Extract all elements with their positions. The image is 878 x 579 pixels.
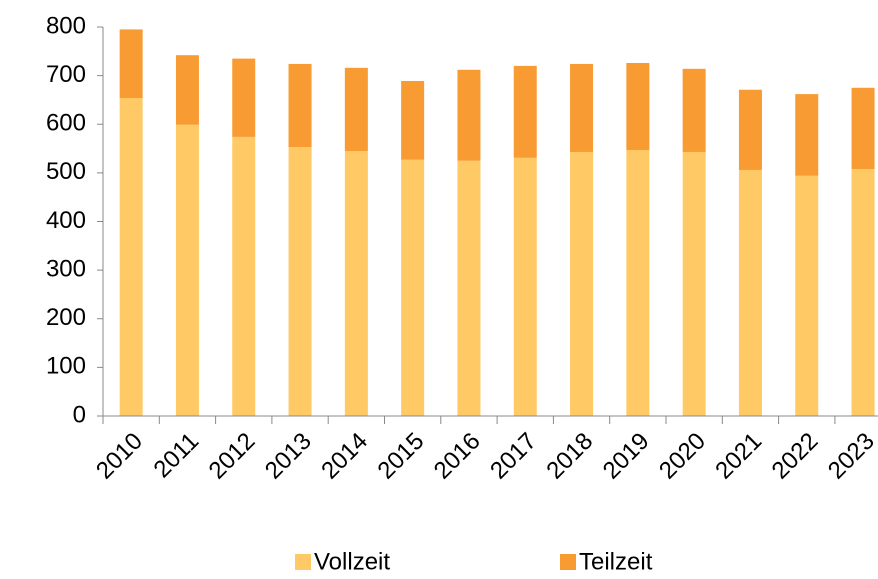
x-tick-label: 2016 [429, 428, 486, 485]
y-tick-label: 400 [46, 207, 86, 234]
x-tick-label: 2012 [204, 428, 261, 485]
x-tick-label: 2023 [823, 428, 878, 485]
x-tick-label: 2010 [91, 428, 148, 485]
x-tick-label: 2011 [149, 428, 205, 484]
bar-segment [457, 160, 481, 416]
bar-segment [344, 67, 368, 151]
y-tick-label: 600 [46, 110, 86, 137]
y-tick-label: 500 [46, 158, 86, 185]
bar-segment [344, 150, 368, 416]
bar-segment [175, 55, 199, 125]
bar-segment [401, 80, 425, 160]
bar-segment [738, 89, 762, 170]
bar-segment [570, 63, 594, 152]
x-tick-label: 2021 [710, 428, 767, 485]
legend-swatch [295, 554, 311, 570]
x-tick-label: 2019 [598, 428, 655, 485]
bar-segment [626, 150, 650, 417]
bar-segment [738, 169, 762, 416]
x-tick-label: 2015 [373, 428, 430, 485]
bar-segment [232, 58, 256, 137]
bar-segment [513, 65, 537, 158]
bar-segment [795, 94, 819, 176]
y-tick-label: 100 [46, 353, 86, 380]
bar-segment [119, 29, 143, 98]
legend-swatch [560, 554, 576, 570]
bar-segment [175, 124, 199, 416]
x-tick-label: 2017 [485, 428, 542, 485]
y-tick-label: 800 [46, 12, 86, 39]
legend-label: Vollzeit [314, 548, 390, 575]
legend-label: Teilzeit [579, 548, 653, 575]
x-tick-label: 2014 [316, 428, 373, 485]
x-tick-label: 2020 [654, 428, 711, 485]
bar-segment [570, 151, 594, 416]
y-tick-label: 300 [46, 255, 86, 282]
x-tick-label: 2022 [767, 428, 824, 485]
x-tick-label: 2013 [260, 428, 317, 485]
bar-segment [401, 159, 425, 416]
bar-segment [682, 68, 706, 152]
bar-segment [851, 87, 875, 169]
y-tick-label: 700 [46, 61, 86, 88]
y-tick-label: 200 [46, 304, 86, 331]
bar-segment [288, 147, 312, 416]
bar-segment [795, 175, 819, 416]
bar-segment [513, 157, 537, 416]
bar-segment [457, 69, 481, 161]
bar-segment [232, 136, 256, 416]
y-tick-label: 0 [73, 401, 86, 428]
bar-segment [119, 97, 143, 417]
bar-segment [682, 151, 706, 416]
x-tick-label: 2018 [541, 428, 598, 485]
bar-segment [288, 63, 312, 148]
bar-segment [626, 62, 650, 151]
bar-segment [851, 168, 875, 416]
